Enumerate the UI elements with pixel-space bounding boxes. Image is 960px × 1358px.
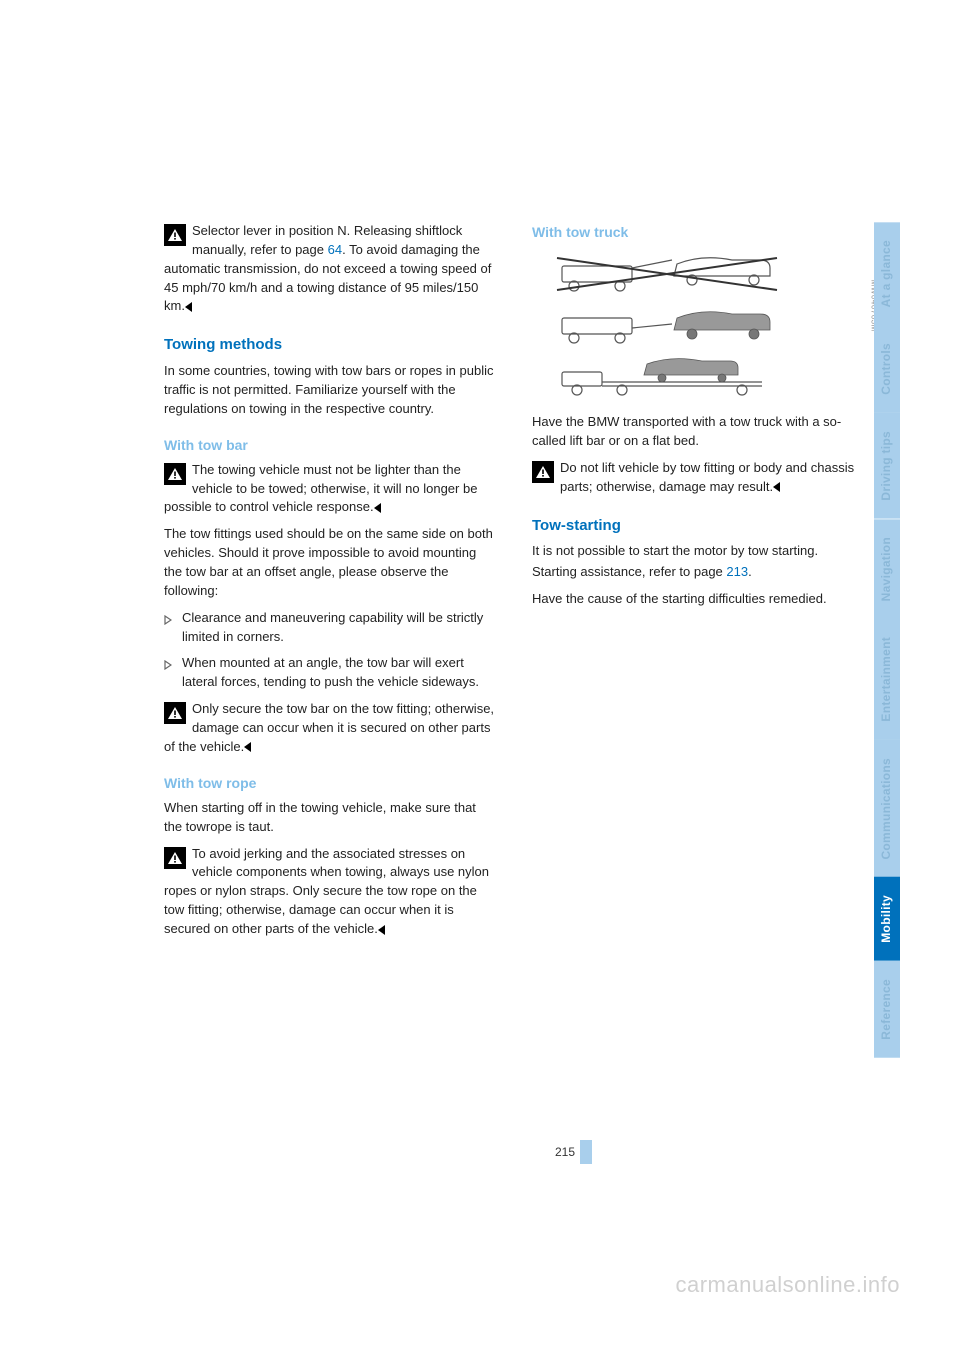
para-bar1: The tow fittings used should be on the s… xyxy=(164,525,496,600)
warning-block-3: Only secure the tow bar on the tow fitti… xyxy=(164,700,496,757)
warn4-text: To avoid jerking and the associated stre… xyxy=(164,846,489,936)
heading-towing-methods: Towing methods xyxy=(164,334,496,356)
end-marker-icon xyxy=(378,920,386,939)
section-tab[interactable]: Communications xyxy=(874,740,900,878)
warning-icon xyxy=(532,461,554,483)
para-start1: It is not possible to start the motor by… xyxy=(532,542,864,561)
heading-tow-bar: With tow bar xyxy=(164,435,496,455)
para-rope1: When starting off in the towing vehicle,… xyxy=(164,799,496,837)
warning-icon xyxy=(164,463,186,485)
warn1-text: Selector lever in position N. Releasing … xyxy=(164,223,491,313)
section-tab[interactable]: Mobility xyxy=(874,877,900,961)
bullet-icon xyxy=(164,612,172,631)
content-columns: Selector lever in position N. Releasing … xyxy=(164,222,864,947)
warning-block-4: To avoid jerking and the associated stre… xyxy=(164,845,496,939)
watermark-text: carmanualsonline.info xyxy=(675,1272,900,1298)
left-column: Selector lever in position N. Releasing … xyxy=(164,222,496,947)
bullet-list: Clearance and maneuvering capability wil… xyxy=(164,609,496,692)
section-tab[interactable]: Entertainment xyxy=(874,619,900,740)
right-column: With tow truck xyxy=(532,222,864,947)
para-start2: Starting assistance, refer to page 213. xyxy=(532,563,864,582)
end-marker-icon xyxy=(185,297,193,316)
tow-truck-figure: MW040763M xyxy=(532,248,864,403)
end-marker-icon xyxy=(244,738,252,757)
section-tab[interactable]: At a glance xyxy=(874,222,900,325)
warning-block-1: Selector lever in position N. Releasing … xyxy=(164,222,496,316)
warn2-text: The towing vehicle must not be lighter t… xyxy=(164,462,477,515)
list-item: When mounted at an angle, the tow bar wi… xyxy=(164,654,496,692)
end-marker-icon xyxy=(374,498,382,517)
bullet-icon xyxy=(164,657,172,676)
para-methods: In some countries, towing with tow bars … xyxy=(164,362,496,419)
section-tab[interactable]: Controls xyxy=(874,325,900,413)
page-link-213[interactable]: 213 xyxy=(726,564,748,579)
para-start3: Have the cause of the starting difficult… xyxy=(532,590,864,609)
page-number-bar xyxy=(580,1140,592,1164)
para-truck: Have the BMW transported with a tow truc… xyxy=(532,413,864,451)
warning-block-5: Do not lift vehicle by tow fitting or bo… xyxy=(532,459,864,497)
section-tab[interactable]: Reference xyxy=(874,961,900,1058)
section-tab[interactable]: Navigation xyxy=(874,519,900,619)
warning-block-2: The towing vehicle must not be lighter t… xyxy=(164,461,496,518)
section-tabs: At a glanceControlsDriving tipsNavigatio… xyxy=(874,222,900,1058)
page-link-64[interactable]: 64 xyxy=(328,242,342,257)
heading-tow-rope: With tow rope xyxy=(164,773,496,793)
page-root: Selector lever in position N. Releasing … xyxy=(0,0,960,1358)
heading-tow-starting: Tow-starting xyxy=(532,515,864,537)
warning-icon xyxy=(164,702,186,724)
warning-icon xyxy=(164,847,186,869)
end-marker-icon xyxy=(773,478,781,497)
warn3-text: Only secure the tow bar on the tow fitti… xyxy=(164,701,494,754)
page-number: 215 xyxy=(555,1145,575,1159)
heading-tow-truck: With tow truck xyxy=(532,222,864,242)
warning-icon xyxy=(164,224,186,246)
section-tab[interactable]: Driving tips xyxy=(874,413,900,519)
list-item: Clearance and maneuvering capability wil… xyxy=(164,609,496,647)
warn5-text: Do not lift vehicle by tow fitting or bo… xyxy=(560,460,854,494)
